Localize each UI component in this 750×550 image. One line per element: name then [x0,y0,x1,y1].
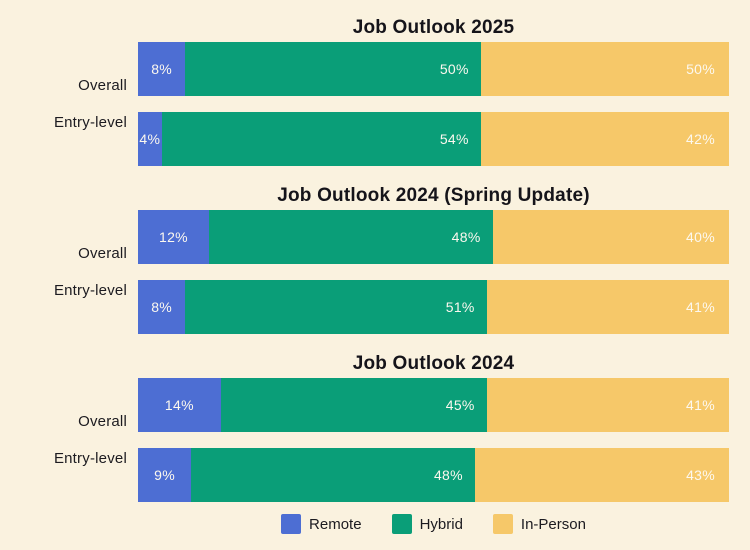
chart-section-2025: Job Outlook 2025 Overall 8% 50% 50% Entr… [0,16,729,166]
bar-row-overall: Overall 12% 48% 40% [0,210,729,264]
bar-segment-hybrid: 48% [208,210,493,264]
bar-segment-hybrid: 50% [185,42,481,96]
segment-value-label: 50% [686,61,715,77]
segment-value-label: 40% [686,229,715,245]
segment-value-label: 42% [686,131,715,147]
segment-value-label: 45% [445,397,475,413]
inperson-swatch-icon [492,514,513,534]
bar-segment-remote: 9% [138,448,192,502]
section-title: Job Outlook 2024 [352,353,515,374]
segment-value-label: 48% [451,229,481,245]
segment-value-label: 50% [439,61,469,77]
stacked-bar: 8% 50% 50% [138,42,729,96]
bar-segment-remote: 4% [138,112,162,166]
segment-value-label: 54% [439,131,469,147]
legend-item-hybrid: Hybrid [391,514,463,534]
stacked-bar: 14% 45% 41% [138,378,729,432]
legend-item-remote: Remote [281,514,362,534]
bar-row-overall: Overall 14% 45% 41% [0,378,729,432]
segment-value-label: 8% [151,61,173,77]
row-label: Entry-level [53,114,127,131]
stacked-bar: 8% 51% 41% [138,280,729,334]
bar-segment-inperson: 41% [486,280,729,334]
row-label: Entry-level [53,282,127,299]
remote-swatch-icon [281,514,302,534]
bar-segment-remote: 14% [138,378,221,432]
legend-label: Hybrid [419,515,463,533]
segment-value-label: 48% [433,467,463,483]
legend-label: Remote [309,515,362,533]
bar-segment-hybrid: 54% [161,112,481,166]
stacked-bar: 4% 54% 42% [138,112,729,166]
segment-value-label: 12% [158,229,188,245]
bar-segment-hybrid: 48% [191,448,475,502]
chart-legend: Remote Hybrid In-Person [138,514,729,534]
legend-item-inperson: In-Person [492,514,586,534]
stacked-bar: 9% 48% 43% [138,448,729,502]
legend-label: In-Person [520,515,586,533]
row-label: Overall [78,77,127,94]
bar-row-entry-level: Entry-level 9% 48% 43% [0,448,729,502]
segment-value-label: 4% [139,131,161,147]
bar-row-overall: Overall 8% 50% 50% [0,42,729,96]
bar-segment-hybrid: 51% [185,280,487,334]
row-label: Entry-level [53,450,127,467]
segment-value-label: 8% [151,299,173,315]
bar-segment-remote: 8% [138,280,186,334]
hybrid-swatch-icon [391,514,412,534]
bar-segment-inperson: 41% [486,378,729,432]
bar-segment-remote: 8% [138,42,186,96]
section-title: Job Outlook 2025 [352,17,515,38]
bar-row-entry-level: Entry-level 4% 54% 42% [0,112,729,166]
bar-segment-remote: 12% [138,210,209,264]
bar-segment-hybrid: 45% [220,378,487,432]
segment-value-label: 9% [154,467,176,483]
segment-value-label: 14% [164,397,194,413]
segment-value-label: 51% [445,299,475,315]
bar-segment-inperson: 50% [480,42,729,96]
bar-segment-inperson: 43% [474,448,729,502]
bar-row-entry-level: Entry-level 8% 51% 41% [0,280,729,334]
segment-value-label: 43% [686,467,715,483]
row-label: Overall [78,245,127,262]
segment-value-label: 41% [686,299,715,315]
segment-value-label: 41% [686,397,715,413]
chart-section-2024-spring: Job Outlook 2024 (Spring Update) Overall… [0,184,729,334]
chart-section-2024: Job Outlook 2024 Overall 14% 45% 41% Ent… [0,352,729,502]
section-title: Job Outlook 2024 (Spring Update) [277,185,590,206]
row-label: Overall [78,413,127,430]
stacked-bar: 12% 48% 40% [138,210,729,264]
bar-segment-inperson: 40% [492,210,729,264]
bar-segment-inperson: 42% [480,112,729,166]
